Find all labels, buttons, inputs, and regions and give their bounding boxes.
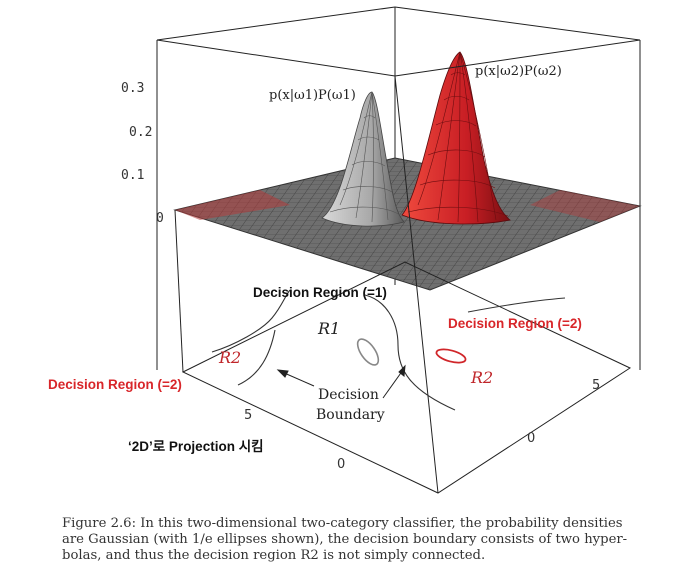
plane-red-tint-left: [175, 190, 290, 220]
boundary-arrows: [276, 364, 406, 399]
region-r2-right-label: R2: [470, 368, 493, 387]
y-tick-5: 5: [592, 378, 600, 393]
z-tick-0: 0: [156, 211, 164, 226]
gaussian-density-figure: 0.3 0.2 0.1 0 5 0 5 0 p(x|ω1)P(ω1) p(x|ω…: [48, 6, 642, 494]
x-tick-0: 0: [337, 457, 345, 472]
region-r1-label: R1: [317, 319, 340, 338]
decision-boundaries: [211, 289, 566, 411]
density-label-class2: p(x|ω2)P(ω2): [475, 64, 562, 79]
ellipse-class1: [356, 338, 380, 366]
z-tick-02: 0.2: [129, 125, 152, 140]
boundary-label-line1: Decision: [318, 387, 379, 403]
caption-line-2: are Gaussian (with 1/e ellipses shown), …: [62, 532, 628, 547]
density-label-class1: p(x|ω1)P(ω1): [269, 88, 356, 103]
figure-caption: Figure 2.6: In this two-dimensional two-…: [62, 516, 680, 564]
boundary-label-line2: Boundary: [316, 407, 385, 423]
z-tick-03: 0.3: [121, 81, 144, 96]
region-r2-left-label: R2: [218, 348, 241, 367]
ellipse-class2: [435, 348, 467, 364]
x-tick-5: 5: [244, 408, 252, 423]
annotation-region1: Decision Region (=1): [253, 285, 387, 300]
caption-line-3: bolas, and thus the decision region R2 i…: [62, 548, 486, 563]
box-back-edges: [156, 6, 641, 370]
annotation-region2-right: Decision Region (=2): [448, 316, 582, 331]
density-peak-class2: [401, 51, 511, 225]
caption-line-1: Figure 2.6: In this two-dimensional two-…: [62, 516, 623, 531]
annotation-projection: ‘2D’로 Projection 시킴: [128, 439, 264, 454]
floor-plane: [181, 261, 632, 494]
annotation-region2-left: Decision Region (=2): [48, 377, 182, 392]
density-peak-class1: [321, 91, 405, 227]
density-grid-plane: [173, 157, 642, 291]
y-tick-0: 0: [527, 431, 535, 446]
box-front-edges: [156, 39, 641, 494]
z-tick-01: 0.1: [121, 168, 144, 183]
plane-red-tint-right: [530, 190, 640, 222]
